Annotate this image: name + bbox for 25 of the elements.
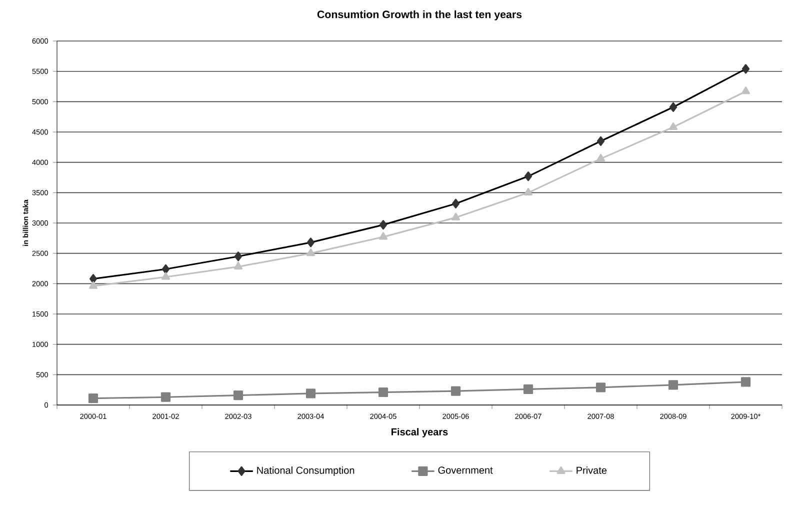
point	[234, 262, 243, 270]
x-axis-title: Fiscal years	[392, 428, 448, 438]
point	[596, 382, 606, 392]
point	[450, 386, 461, 396]
point	[88, 394, 98, 404]
point	[668, 380, 678, 390]
point	[596, 154, 606, 162]
point	[233, 390, 244, 400]
point	[378, 232, 388, 240]
point	[668, 122, 678, 130]
legend-label: National Consumption	[257, 466, 354, 476]
point	[161, 272, 170, 280]
point	[741, 86, 750, 94]
point	[524, 188, 533, 196]
point	[306, 388, 316, 398]
chart-title: Consumtion Growth in the last ten years	[317, 10, 522, 20]
point	[740, 377, 751, 387]
point	[523, 384, 534, 394]
legend-label: Private	[576, 466, 607, 474]
point	[160, 392, 171, 402]
point	[306, 248, 316, 256]
point	[378, 387, 388, 398]
point	[88, 281, 98, 289]
legend-label: Government	[438, 466, 493, 474]
point	[451, 212, 460, 220]
